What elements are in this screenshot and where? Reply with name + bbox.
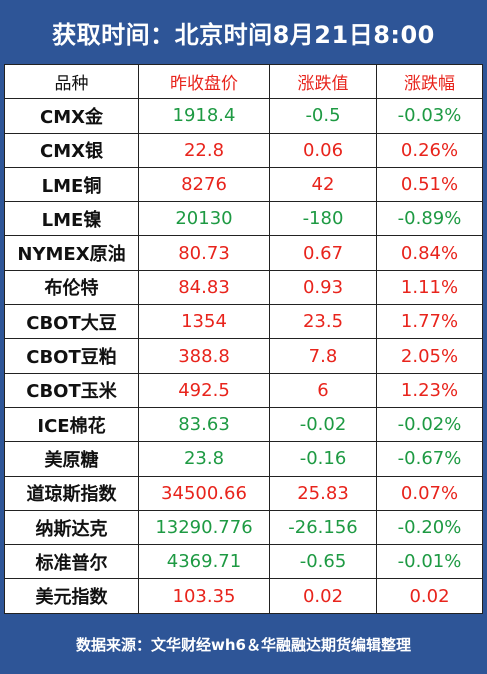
change-cell: 7.8	[269, 338, 377, 374]
change-cell: -180	[269, 201, 377, 237]
change-pct-cell: 0.84%	[376, 235, 483, 271]
variety-cell: 美原糖	[4, 441, 139, 477]
prev-close-cell: 1354	[138, 304, 270, 340]
table-row: LME铜 8276 42 0.51%	[4, 166, 483, 203]
source-footer: 数据来源：文华财经wh6＆华融融达期货编辑整理	[76, 635, 411, 654]
change-pct-cell: 1.23%	[376, 372, 483, 408]
variety-cell: 标准普尔	[4, 544, 139, 580]
change-pct-cell: -0.01%	[376, 544, 483, 580]
table-row: 纳斯达克 13290.776 -26.156 -0.20%	[4, 509, 483, 546]
change-cell: -0.65	[269, 544, 377, 580]
change-pct-cell: -0.02%	[376, 406, 483, 443]
prev-close-cell: 8276	[138, 166, 270, 203]
change-cell: 0.93	[269, 269, 377, 306]
prev-close-cell: 103.35	[138, 578, 270, 614]
change-cell: 42	[269, 166, 377, 203]
prev-close-cell: 20130	[138, 201, 270, 237]
change-pct-cell: 0.51%	[376, 166, 483, 203]
change-cell: 0.67	[269, 235, 377, 271]
variety-cell: CBOT大豆	[4, 304, 139, 340]
change-cell: 0.02	[269, 578, 377, 614]
change-cell: 25.83	[269, 475, 377, 511]
change-pct-cell: -0.67%	[376, 441, 483, 477]
variety-cell: LME铜	[4, 166, 139, 203]
market-table: 品种 昨收盘价 涨跌值 涨跌幅 CMX金 1918.4 -0.5 -0.03% CMX银…	[4, 63, 483, 614]
market-table-container: 品种 昨收盘价 涨跌值 涨跌幅 CMX金 1918.4 -0.5 -0.03% CMX银…	[4, 63, 483, 614]
table-row: 标准普尔 4369.71 -0.65 -0.01%	[4, 544, 483, 580]
table-row: 布伦特 84.83 0.93 1.11%	[4, 269, 483, 306]
variety-cell: CBOT玉米	[4, 372, 139, 408]
prev-close-cell: 23.8	[138, 441, 270, 477]
variety-cell: 布伦特	[4, 269, 139, 306]
change-pct-cell: 0.26%	[376, 132, 483, 168]
column-header-prev-close: 昨收盘价	[138, 63, 270, 100]
variety-cell: NYMEX原油	[4, 235, 139, 271]
change-cell: 6	[269, 372, 377, 408]
prev-close-cell: 34500.66	[138, 475, 270, 511]
change-pct-cell: 1.77%	[376, 304, 483, 340]
prev-close-cell: 1918.4	[138, 98, 270, 134]
table-row: NYMEX原油 80.73 0.67 0.84%	[4, 235, 483, 271]
column-header-variety: 品种	[4, 63, 139, 100]
table-row: LME镍 20130 -180 -0.89%	[4, 201, 483, 237]
prev-close-cell: 80.73	[138, 235, 270, 271]
prev-close-cell: 83.63	[138, 406, 270, 443]
column-header-change: 涨跌值	[269, 63, 377, 100]
table-row: 美原糖 23.8 -0.16 -0.67%	[4, 441, 483, 477]
table-row: ICE棉花 83.63 -0.02 -0.02%	[4, 406, 483, 443]
prev-close-cell: 13290.776	[138, 509, 270, 546]
page-title: 获取时间：北京时间8月21日8:00	[52, 20, 435, 49]
variety-cell: CMX银	[4, 132, 139, 168]
prev-close-cell: 22.8	[138, 132, 270, 168]
change-cell: -0.02	[269, 406, 377, 443]
variety-cell: LME镍	[4, 201, 139, 237]
table-row: CBOT大豆 1354 23.5 1.77%	[4, 304, 483, 340]
change-pct-cell: 1.11%	[376, 269, 483, 306]
variety-cell: CMX金	[4, 98, 139, 134]
variety-cell: 纳斯达克	[4, 509, 139, 546]
prev-close-cell: 84.83	[138, 269, 270, 306]
prev-close-cell: 388.8	[138, 338, 270, 374]
table-row: CBOT豆粕 388.8 7.8 2.05%	[4, 338, 483, 374]
change-pct-cell: -0.89%	[376, 201, 483, 237]
table-row: CMX银 22.8 0.06 0.26%	[4, 132, 483, 168]
change-cell: 23.5	[269, 304, 377, 340]
change-pct-cell: -0.03%	[376, 98, 483, 134]
table-row: 道琼斯指数 34500.66 25.83 0.07%	[4, 475, 483, 511]
change-pct-cell: 2.05%	[376, 338, 483, 374]
prev-close-cell: 4369.71	[138, 544, 270, 580]
table-row: 美元指数 103.35 0.02 0.02	[4, 578, 483, 614]
variety-cell: 美元指数	[4, 578, 139, 614]
change-pct-cell: -0.20%	[376, 509, 483, 546]
change-cell: -0.16	[269, 441, 377, 477]
change-pct-cell: 0.07%	[376, 475, 483, 511]
change-cell: -0.5	[269, 98, 377, 134]
table-row: CBOT玉米 492.5 6 1.23%	[4, 372, 483, 408]
table-row: CMX金 1918.4 -0.5 -0.03%	[4, 98, 483, 134]
table-header-row: 品种 昨收盘价 涨跌值 涨跌幅	[4, 63, 483, 100]
variety-cell: CBOT豆粕	[4, 338, 139, 374]
change-pct-cell: 0.02	[376, 578, 483, 614]
column-header-change-pct: 涨跌幅	[376, 63, 483, 100]
change-cell: -26.156	[269, 509, 377, 546]
variety-cell: ICE棉花	[4, 406, 139, 443]
variety-cell: 道琼斯指数	[4, 475, 139, 511]
prev-close-cell: 492.5	[138, 372, 270, 408]
change-cell: 0.06	[269, 132, 377, 168]
